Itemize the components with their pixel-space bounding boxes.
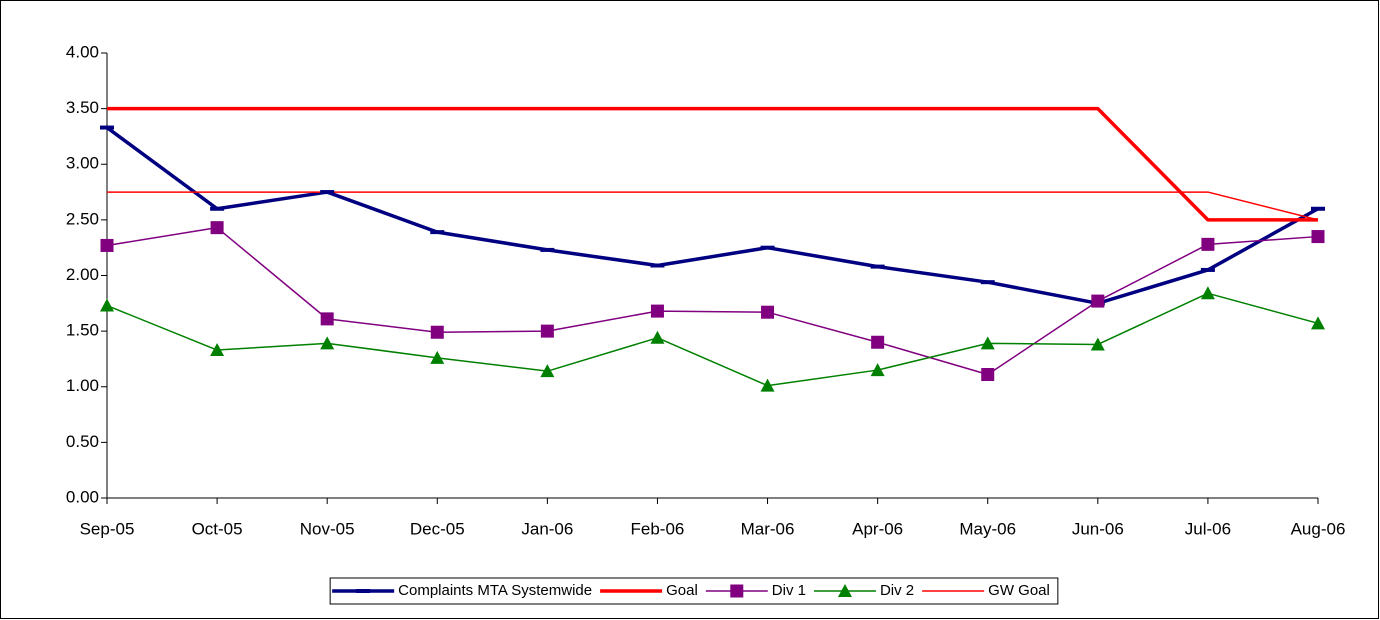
x-tick-label: Jul-06 <box>1185 519 1231 538</box>
legend-item: Complaints MTA Systemwide <box>332 582 592 599</box>
legend-label: Complaints MTA Systemwide <box>398 582 592 599</box>
legend-item: GW Goal <box>922 582 1050 599</box>
marker-square <box>981 368 995 382</box>
series-line <box>107 191 1319 221</box>
series-line <box>106 292 1319 387</box>
series-line <box>106 226 1319 376</box>
x-tick-label: Nov-05 <box>300 519 355 538</box>
marker-triangle <box>980 336 995 350</box>
y-tick-label: 2.50 <box>66 209 99 228</box>
marker-triangle <box>650 330 665 344</box>
x-tick-label: Mar-06 <box>741 519 795 538</box>
x-tick-label: Aug-06 <box>1291 519 1346 538</box>
marker-triangle <box>837 584 852 597</box>
x-tick-label: Sep-05 <box>80 519 135 538</box>
y-tick-label: 1.50 <box>66 321 99 340</box>
legend-item: Div 1 <box>705 582 806 599</box>
marker-square <box>210 221 224 235</box>
legend-item: Goal <box>600 582 698 599</box>
marker-square <box>761 305 775 319</box>
marker-triangle <box>1200 286 1215 300</box>
marker-triangle <box>320 336 335 350</box>
marker-triangle <box>210 343 225 357</box>
marker-triangle <box>100 298 114 312</box>
marker-triangle <box>430 350 445 364</box>
x-tick-label: Jun-06 <box>1072 519 1124 538</box>
x-tick-label: Oct-05 <box>192 519 243 538</box>
legend-item: Div 2 <box>813 582 914 599</box>
series-line <box>107 106 1318 222</box>
marker-square <box>540 324 554 338</box>
marker-square <box>430 325 444 339</box>
x-tick-label: May-06 <box>959 519 1016 538</box>
x-tick-label: Feb-06 <box>631 519 685 538</box>
marker-square <box>730 584 744 598</box>
marker-square <box>1091 294 1105 308</box>
legend-label: Goal <box>666 582 698 599</box>
marker-square <box>1311 230 1325 244</box>
marker-square <box>100 238 114 252</box>
legend-label: Div 1 <box>772 582 806 599</box>
y-tick-label: 3.50 <box>66 98 99 117</box>
marker-square <box>1201 237 1215 251</box>
marker-square <box>320 312 334 326</box>
marker-triangle <box>1090 337 1105 351</box>
y-tick-label: 0.00 <box>66 487 99 506</box>
marker-triangle <box>760 378 775 392</box>
legend-label: Div 2 <box>880 582 914 599</box>
legend: Complaints MTA Systemwide Goal Div 1 Div 2 G… <box>329 577 1059 605</box>
marker-triangle <box>1311 316 1325 330</box>
marker-triangle <box>870 363 885 377</box>
y-tick-label: 1.00 <box>66 376 99 395</box>
x-tick-label: Apr-06 <box>852 519 903 538</box>
y-tick-label: 0.50 <box>66 432 99 451</box>
y-tick-label: 3.00 <box>66 154 99 173</box>
y-tick-label: 2.00 <box>66 265 99 284</box>
marker-square <box>871 335 885 349</box>
marker-square <box>650 304 664 318</box>
marker-triangle <box>540 364 555 378</box>
legend-label: GW Goal <box>988 582 1050 599</box>
series-line <box>105 126 1319 306</box>
x-tick-label: Jan-06 <box>521 519 573 538</box>
y-tick-label: 4.00 <box>66 42 99 61</box>
x-tick-label: Dec-05 <box>410 519 465 538</box>
